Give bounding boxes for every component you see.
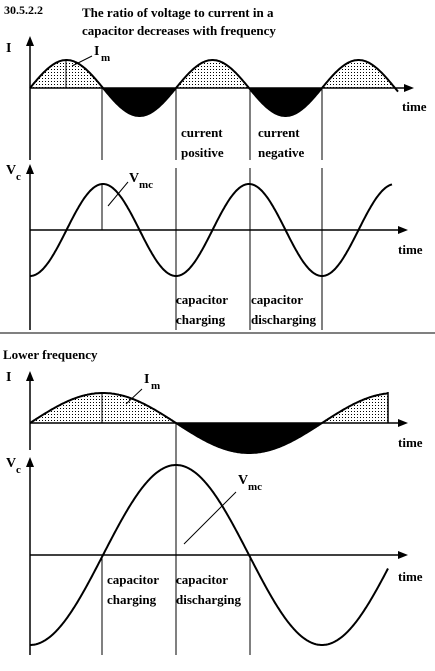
upper-current-graph: I I m time (6, 36, 427, 160)
figure-code: 30.5.2.2 (4, 3, 43, 17)
lower-charging-line2: charging (107, 592, 157, 607)
upper-current-peak-sub: m (101, 52, 110, 64)
lower-current-peak-sub: m (151, 380, 160, 392)
upper-voltage-time-label: time (398, 242, 423, 257)
lower-heading: Lower frequency (3, 347, 98, 362)
upper-voltage-peak-sub: mc (139, 179, 153, 191)
upper-voltage-peak-label: V (129, 171, 139, 186)
current-positive-line2: positive (181, 145, 224, 160)
lower-current-peak-pointer (125, 388, 143, 405)
upper-current-peak-label: I (94, 44, 99, 59)
upper-current-axis-label: I (6, 41, 11, 56)
upper-voltage-axis-sub: c (16, 171, 21, 183)
upper-current-time-label: time (402, 99, 427, 114)
title-line-1: The ratio of voltage to current in a (82, 5, 274, 20)
lower-voltage-peak-label: V (238, 473, 248, 488)
lower-voltage-peak-sub: mc (248, 481, 262, 493)
lower-voltage-x-arrow (398, 551, 408, 559)
lower-current-time-label: time (398, 435, 423, 450)
lower-voltage-axis-label: V (6, 456, 16, 471)
title-line-2: capacitor decreases with frequency (82, 23, 276, 38)
lower-current-positive-area-2 (322, 393, 388, 423)
lower-discharging-line1: capacitor (176, 572, 228, 587)
upper-voltage-x-arrow (398, 226, 408, 234)
upper-discharging-line1: capacitor (251, 292, 303, 307)
current-positive-line1: current (181, 125, 223, 140)
upper-charging-line2: charging (176, 312, 226, 327)
upper-current-x-arrow (404, 84, 414, 92)
upper-voltage-peak-pointer (107, 181, 129, 207)
lower-current-axis-label: I (6, 370, 11, 385)
lower-current-wave (29, 392, 389, 454)
upper-voltage-axis-label: V (6, 163, 16, 178)
upper-voltage-graph: V c V mc time (6, 163, 423, 330)
current-negative-line1: current (258, 125, 300, 140)
lower-voltage-y-arrow (26, 457, 34, 467)
current-negative-line2: negative (258, 145, 304, 160)
upper-current-peak-pointer (71, 55, 93, 67)
lower-voltage-axis-sub: c (16, 464, 21, 476)
lower-discharging-line2: discharging (176, 592, 242, 607)
upper-current-wave (29, 59, 399, 117)
upper-discharging-line2: discharging (251, 312, 317, 327)
upper-voltage-wave (30, 183, 393, 277)
lower-voltage-graph: V c V mc time (6, 456, 423, 655)
lower-current-peak-label: I (144, 372, 149, 387)
lower-current-negative-area (176, 423, 322, 453)
lower-voltage-time-label: time (398, 569, 423, 584)
lower-voltage-wave (30, 464, 389, 646)
lower-current-x-arrow (398, 419, 408, 427)
lower-voltage-peak-pointer (183, 491, 237, 545)
lower-current-positive-area-1 (30, 393, 176, 423)
upper-current-y-arrow (26, 36, 34, 46)
upper-current-positive-area (30, 60, 398, 92)
upper-current-negative-area (102, 86, 322, 116)
upper-voltage-y-arrow (26, 164, 34, 174)
lower-current-graph: I I m time (6, 370, 423, 454)
lower-charging-line1: capacitor (107, 572, 159, 587)
lower-current-y-arrow (26, 371, 34, 381)
upper-charging-line1: capacitor (176, 292, 228, 307)
